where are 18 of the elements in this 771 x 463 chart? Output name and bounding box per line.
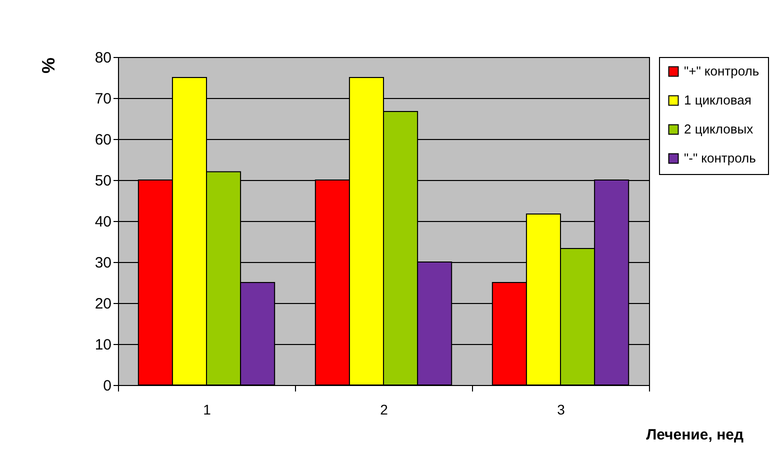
y-axis-title: %	[38, 58, 58, 74]
y-tick-label: 40	[94, 214, 112, 230]
y-tick-label: 20	[94, 296, 112, 312]
y-tick-label: 0	[103, 378, 112, 394]
x-axis-title: Лечение, нед	[646, 426, 744, 444]
y-tick-label: 60	[94, 132, 112, 148]
y-tick-label: 70	[94, 90, 112, 108]
y-tick-label: 30	[94, 254, 112, 272]
legend-label: "-" контроль	[684, 150, 756, 166]
x-tick-label: 2	[380, 402, 388, 418]
legend-label: 1 цикловая	[684, 92, 752, 108]
legend-label: "+" контроль	[684, 64, 760, 78]
y-tick-label: 10	[94, 336, 112, 354]
y-tick-label: 50	[94, 172, 112, 190]
legend-label: 2 цикловых	[684, 122, 754, 136]
x-tick-label: 3	[557, 402, 566, 418]
x-tick-label: 1	[203, 402, 212, 418]
y-tick-label: 80	[94, 50, 112, 66]
